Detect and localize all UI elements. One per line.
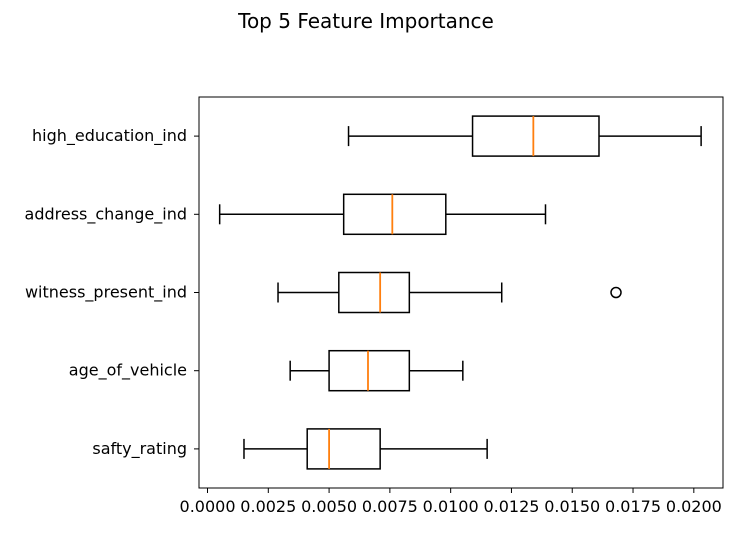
box-iqr bbox=[328, 349, 411, 392]
x-tick-label: 0.0075 bbox=[362, 497, 418, 516]
y-tick-label: age_of_vehicle bbox=[69, 361, 187, 381]
box-iqr bbox=[471, 115, 600, 157]
x-tick-label: 0.0025 bbox=[240, 497, 296, 516]
x-tick-label: 0.0050 bbox=[301, 497, 357, 516]
box-iqr bbox=[306, 428, 381, 470]
x-tick-label: 0.0175 bbox=[605, 497, 661, 516]
x-tick-label: 0.0150 bbox=[544, 497, 600, 516]
x-tick-label: 0.0000 bbox=[180, 497, 236, 516]
y-tick-label: safty_rating bbox=[92, 439, 187, 459]
x-tick-label: 0.0200 bbox=[666, 497, 722, 516]
x-tick-label: 0.0125 bbox=[483, 497, 539, 516]
outlier-point bbox=[610, 286, 622, 299]
box-iqr bbox=[338, 271, 411, 314]
plot-area: 0.0000 0.0025 0.0050 0.0075 0.0100 0.0125 0.01… bbox=[25, 96, 724, 516]
y-tick-label: witness_present_ind bbox=[25, 283, 187, 303]
box-iqr bbox=[342, 193, 447, 236]
y-tick-label: address_change_ind bbox=[25, 204, 187, 224]
x-tick-label: 0.0100 bbox=[423, 497, 479, 516]
chart-title: Top 5 Feature Importance bbox=[237, 9, 494, 33]
y-tick-label: high_education_ind bbox=[32, 126, 187, 146]
